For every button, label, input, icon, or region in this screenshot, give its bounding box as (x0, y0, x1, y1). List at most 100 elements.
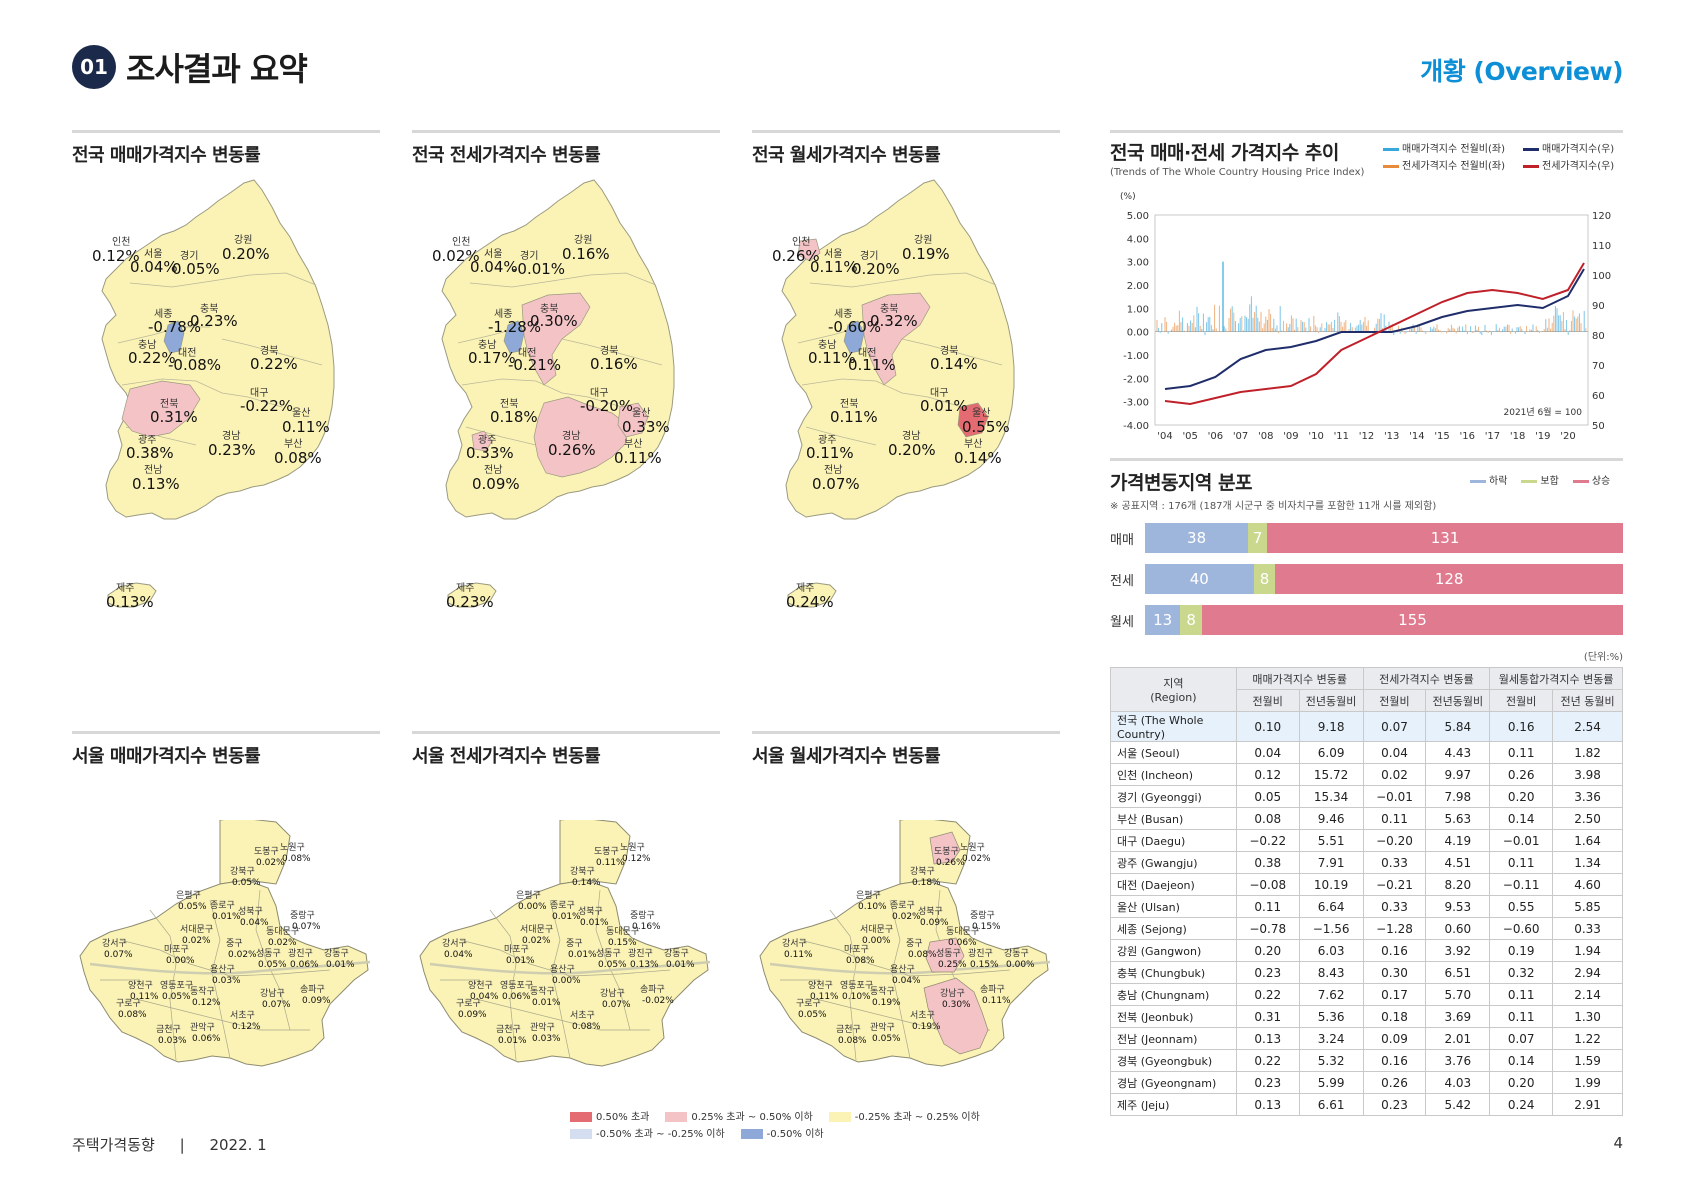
region-cell: 경북 (Gyeongbuk) (1110, 1049, 1237, 1072)
value-cell: 0.55 (1489, 895, 1554, 918)
region-name: 세종 (834, 308, 852, 320)
district-value: 0.30% (942, 1000, 971, 1010)
y-left-tick: -2.00 (1123, 374, 1149, 385)
region-value: 0.08% (274, 449, 322, 467)
value-cell: 0.14 (1489, 807, 1554, 830)
district-name: 노원구 (620, 842, 645, 853)
y-axis-unit: (%) (1120, 192, 1136, 202)
footer-separator: | (179, 1136, 185, 1154)
region-name: 울산 (632, 407, 650, 419)
value-cell: −0.01 (1362, 785, 1427, 808)
district-value: 0.13% (630, 960, 659, 970)
district-value: 0.07% (602, 1000, 631, 1010)
header-jeonse-mom: 전월비 (1362, 689, 1427, 712)
region-name: 충남 (818, 339, 836, 351)
value-cell: 1.30 (1552, 1005, 1623, 1028)
highlight-region-세종 (503, 320, 525, 354)
highlight-district-도봉구 (929, 831, 961, 865)
district-value: 0.01% (568, 950, 597, 960)
y-left-tick: -4.00 (1123, 421, 1149, 432)
value-cell: −0.08 (1235, 873, 1300, 896)
value-cell: 0.20 (1235, 939, 1300, 962)
region-name: 충남 (138, 339, 156, 351)
region-name: 전남 (144, 464, 162, 476)
value-cell: 2.94 (1552, 961, 1623, 984)
value-cell: 0.13 (1235, 1027, 1300, 1050)
district-value: 0.00% (166, 956, 195, 966)
y-right-tick: 90 (1592, 301, 1605, 312)
legend-item: 매매가격지수(우) (1523, 140, 1623, 155)
region-cell: 서울 (Seoul) (1110, 741, 1237, 764)
han-river (769, 960, 1051, 975)
seoul-sale-map-title: 서울 매매가격지수 변동률 (72, 731, 380, 768)
district-name: 영등포구 (500, 980, 533, 991)
district-boundary (595, 889, 631, 1031)
region-name: 충남 (478, 339, 496, 351)
district-value: 0.19% (912, 1022, 941, 1032)
value-cell: 1.64 (1552, 829, 1623, 852)
region-name: 울산 (292, 407, 310, 419)
region-value: -0.21% (508, 356, 561, 374)
han-river (89, 960, 371, 975)
value-cell: −1.28 (1362, 917, 1427, 940)
header-rent-yoy: 전년 동월비 (1552, 689, 1623, 712)
jeju-shape (447, 582, 497, 608)
value-cell: 0.11 (1489, 1005, 1554, 1028)
table-row: 대전 (Daejeon) −0.08 10.19 −0.21 8.20 −0.11 4.60 (1110, 873, 1623, 896)
region-value: 0.16% (590, 355, 638, 373)
district-value: 0.06% (948, 938, 977, 948)
region-value: -0.22% (240, 397, 293, 415)
distribution-segment-up: 155 (1202, 605, 1623, 635)
header-rent: 월세통합가격지수 변동률 (1489, 667, 1623, 690)
district-name: 강서구 (102, 938, 127, 949)
header-rent-mom: 전월비 (1489, 689, 1554, 712)
district-value: 0.11% (596, 858, 625, 868)
region-name: 울산 (972, 407, 990, 419)
region-name: 광주 (818, 434, 836, 446)
district-value: 0.00% (552, 976, 581, 986)
value-cell: 0.12 (1235, 763, 1300, 786)
district-value: 0.04% (892, 976, 921, 986)
region-cell: 대전 (Daejeon) (1110, 873, 1237, 896)
district-value: 0.01% (326, 960, 355, 970)
district-name: 광진구 (968, 947, 993, 959)
district-value: 0.08% (838, 1036, 867, 1046)
district-name: 서대문구 (180, 924, 213, 935)
x-tick: '09 (1283, 431, 1298, 442)
value-cell: 0.19 (1489, 939, 1554, 962)
district-name: 마포구 (164, 944, 189, 955)
value-cell: 4.60 (1552, 873, 1623, 896)
district-value: 0.00% (518, 902, 547, 912)
value-cell: 9.46 (1298, 807, 1364, 830)
region-boundary (901, 338, 1003, 366)
region-name: 전남 (824, 464, 842, 476)
district-value: 0.08% (908, 950, 937, 960)
distribution-segment-flat: 7 (1248, 523, 1268, 553)
region-cell: 대구 (Daegu) (1110, 829, 1237, 852)
district-value: 0.03% (532, 1034, 561, 1044)
district-name: 구로구 (456, 998, 481, 1009)
region-value: 0.11% (806, 444, 854, 462)
value-cell: 1.34 (1552, 851, 1623, 874)
district-name: 송파구 (300, 984, 325, 995)
district-value: 0.11% (982, 996, 1011, 1006)
value-cell: 0.32 (1489, 961, 1554, 984)
district-boundary (459, 939, 671, 977)
y-right-tick: 70 (1592, 361, 1605, 372)
value-cell: −0.60 (1489, 917, 1554, 940)
district-name: 종로구 (210, 900, 235, 911)
region-name: 제주 (456, 582, 474, 594)
region-value: 0.55% (962, 418, 1010, 436)
district-value: 0.05% (598, 960, 627, 970)
district-name: 서초구 (570, 1010, 595, 1021)
value-cell: 15.72 (1298, 763, 1364, 786)
region-cell: 광주 (Gwangju) (1110, 851, 1237, 874)
value-cell: 5.84 (1425, 711, 1491, 742)
district-name: 양천구 (128, 980, 153, 991)
district-name: 용산구 (550, 964, 575, 975)
region-value: 0.14% (930, 355, 978, 373)
value-cell: −0.11 (1489, 873, 1554, 896)
region-value: -0.60% (828, 318, 881, 336)
legend-item: 상승 (1572, 472, 1610, 487)
